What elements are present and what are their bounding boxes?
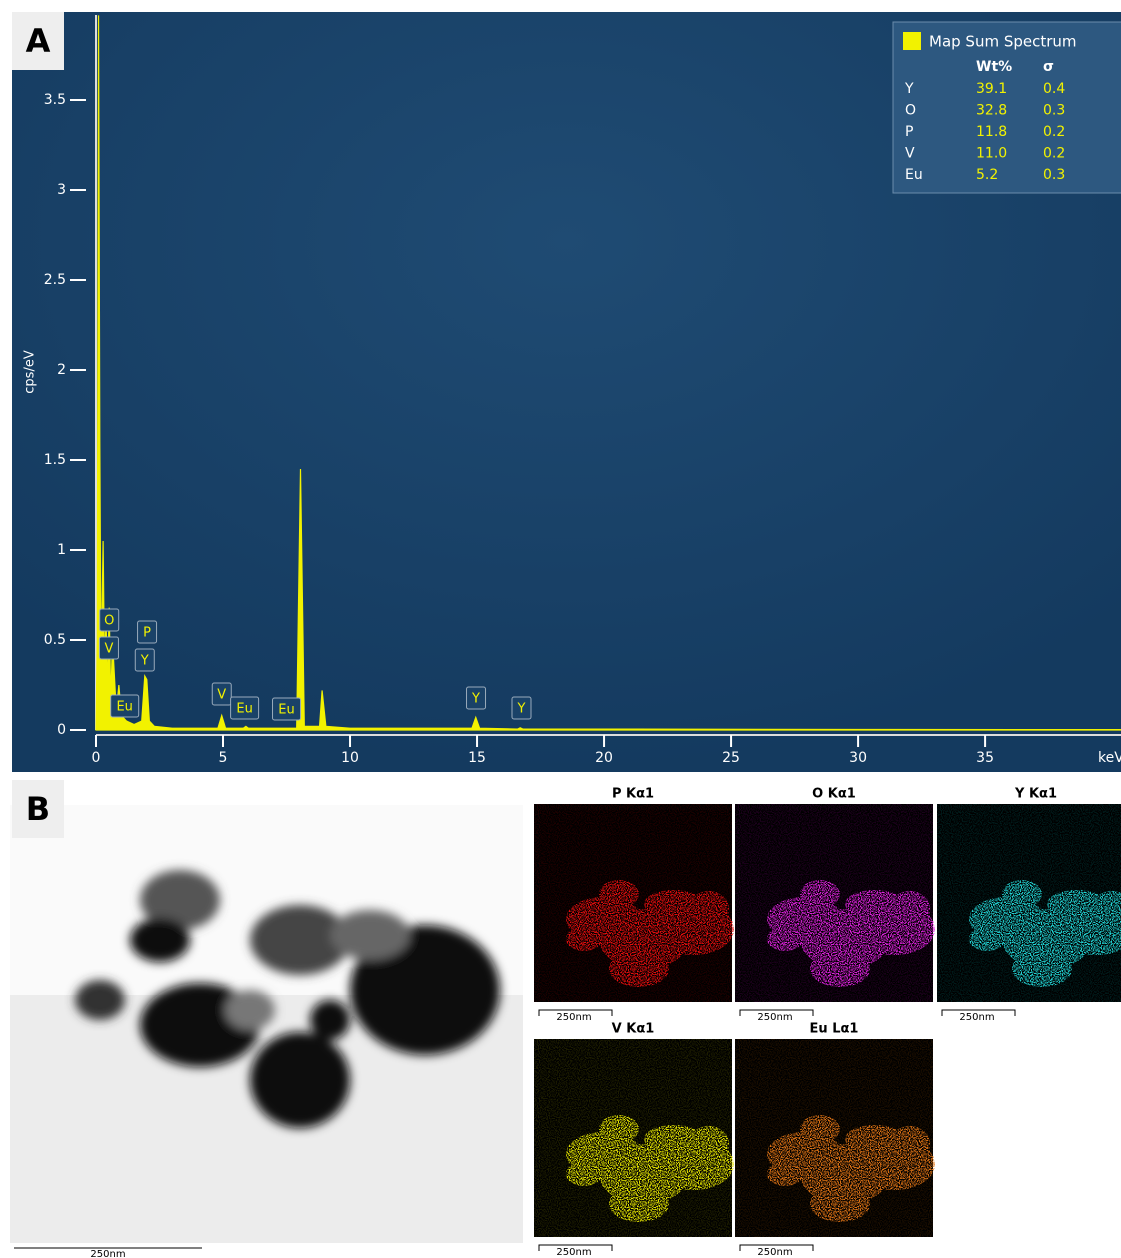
legend-swatch xyxy=(903,32,921,50)
legend-cell: Y xyxy=(904,81,914,97)
legend-label: Map Sum Spectrum xyxy=(929,33,1077,51)
legend-box xyxy=(892,21,1121,194)
x-tick-label: 20 xyxy=(595,750,613,766)
map-scale-bar xyxy=(941,1009,1016,1016)
map-noise xyxy=(937,804,1121,1002)
legend-header: Wt% xyxy=(976,59,1012,75)
x-tick-label: 15 xyxy=(468,750,486,766)
legend-cell: V xyxy=(905,146,915,162)
peak-label-box xyxy=(230,696,260,720)
legend-cell: Eu xyxy=(905,167,923,183)
legend-cell: 0.2 xyxy=(1043,124,1065,140)
map-scale-bar xyxy=(538,1244,613,1251)
panel-label: B xyxy=(26,790,50,828)
map-scale-bar xyxy=(739,1244,814,1251)
map-title: Eu Lα1 xyxy=(810,1022,859,1037)
peak-label: Y xyxy=(140,654,149,669)
legend-cell: 0.3 xyxy=(1043,103,1065,119)
peak-label: Eu xyxy=(278,703,294,718)
peak-label-box xyxy=(110,694,140,718)
x-tick-label: 10 xyxy=(341,750,359,766)
peak-label-box xyxy=(137,620,158,644)
peak-label: Y xyxy=(471,692,480,707)
map-scale-label: 250nm xyxy=(556,1012,591,1023)
map-title: O Kα1 xyxy=(812,787,856,802)
x-axis-label: keV xyxy=(1098,750,1121,766)
x-tick-label: 30 xyxy=(849,750,867,766)
map-title: V Kα1 xyxy=(612,1022,655,1037)
legend-cell: 11.8 xyxy=(976,124,1007,140)
y-tick-label: 0.5 xyxy=(44,632,66,648)
panel-label-box xyxy=(12,12,64,70)
peak-label: V xyxy=(105,642,114,657)
x-tick-label: 25 xyxy=(722,750,740,766)
map-signal xyxy=(937,804,1121,1002)
y-tick-label: 2.5 xyxy=(44,272,66,288)
peak-label-box xyxy=(134,648,155,672)
y-tick-label: 3.5 xyxy=(44,92,66,108)
maps: P Kα1 250nm O Kα1 250nm Y Kα1 250nm V Kα1 250nm… xyxy=(534,787,1121,1258)
panel-label-box xyxy=(12,780,64,838)
legend-cell: 32.8 xyxy=(976,103,1007,119)
peak-label: P xyxy=(143,626,151,641)
y-tick-label: 0 xyxy=(57,722,66,738)
map-scale-label: 250nm xyxy=(959,1012,994,1023)
map-noise xyxy=(534,1039,732,1237)
map-signal xyxy=(735,804,935,1002)
map-title: Y Kα1 xyxy=(1014,787,1057,802)
map-noise xyxy=(534,804,732,1002)
peak-label-box xyxy=(272,697,302,721)
x-tick-label: 5 xyxy=(219,750,228,766)
peak-label-box xyxy=(99,608,120,632)
legend-cell: 5.2 xyxy=(976,167,998,183)
legend-cell: 0.3 xyxy=(1043,167,1065,183)
map-scale-label: 250nm xyxy=(757,1012,792,1023)
y-tick-label: 3 xyxy=(57,182,66,198)
panel-label: A xyxy=(26,22,51,60)
tem-particles xyxy=(75,870,500,1128)
legend-cell: 39.1 xyxy=(976,81,1007,97)
legend-cell: 0.2 xyxy=(1043,146,1065,162)
map-noise xyxy=(735,1039,933,1237)
map-noise xyxy=(735,804,933,1002)
spectrum: 0 0.5 1 1.5 2 2.5 3 3.5 0 5 10 15 20 25 30 35 keV cps/eV O… xyxy=(23,15,1121,766)
peak-label: Y xyxy=(517,702,526,717)
peak-label: Eu xyxy=(116,700,132,715)
legend-cell: P xyxy=(905,124,913,140)
spectrum-area xyxy=(95,15,1121,731)
peak-label: Eu xyxy=(236,702,252,717)
peak-label: O xyxy=(104,614,114,629)
map-signal xyxy=(735,1039,935,1237)
peak-label-box xyxy=(466,686,487,710)
legend-header: σ xyxy=(1043,59,1054,75)
y-axis-label: cps/eV xyxy=(23,350,38,394)
legend-cell: O xyxy=(905,103,916,119)
peak-label-box xyxy=(511,696,532,720)
map-scale-label: 250nm xyxy=(556,1247,591,1258)
x-tick-label: 35 xyxy=(976,750,994,766)
map-scale-bar xyxy=(739,1009,814,1016)
map-scale-bar xyxy=(538,1009,613,1016)
y-tick-label: 2 xyxy=(57,362,66,378)
map-title: P Kα1 xyxy=(612,787,654,802)
map-signal xyxy=(534,804,734,1002)
y-tick-label: 1.5 xyxy=(44,452,66,468)
map-scale-label: 250nm xyxy=(757,1247,792,1258)
peak-label-box xyxy=(211,682,232,706)
x-tick-label: 0 xyxy=(92,750,101,766)
map-signal xyxy=(534,1039,734,1237)
legend-cell: 11.0 xyxy=(976,146,1007,162)
peak-label-box xyxy=(98,636,119,660)
peak-label: V xyxy=(217,688,226,703)
scale-label: 250nm xyxy=(90,1249,125,1258)
y-tick-label: 1 xyxy=(57,542,66,558)
legend-cell: 0.4 xyxy=(1043,81,1065,97)
